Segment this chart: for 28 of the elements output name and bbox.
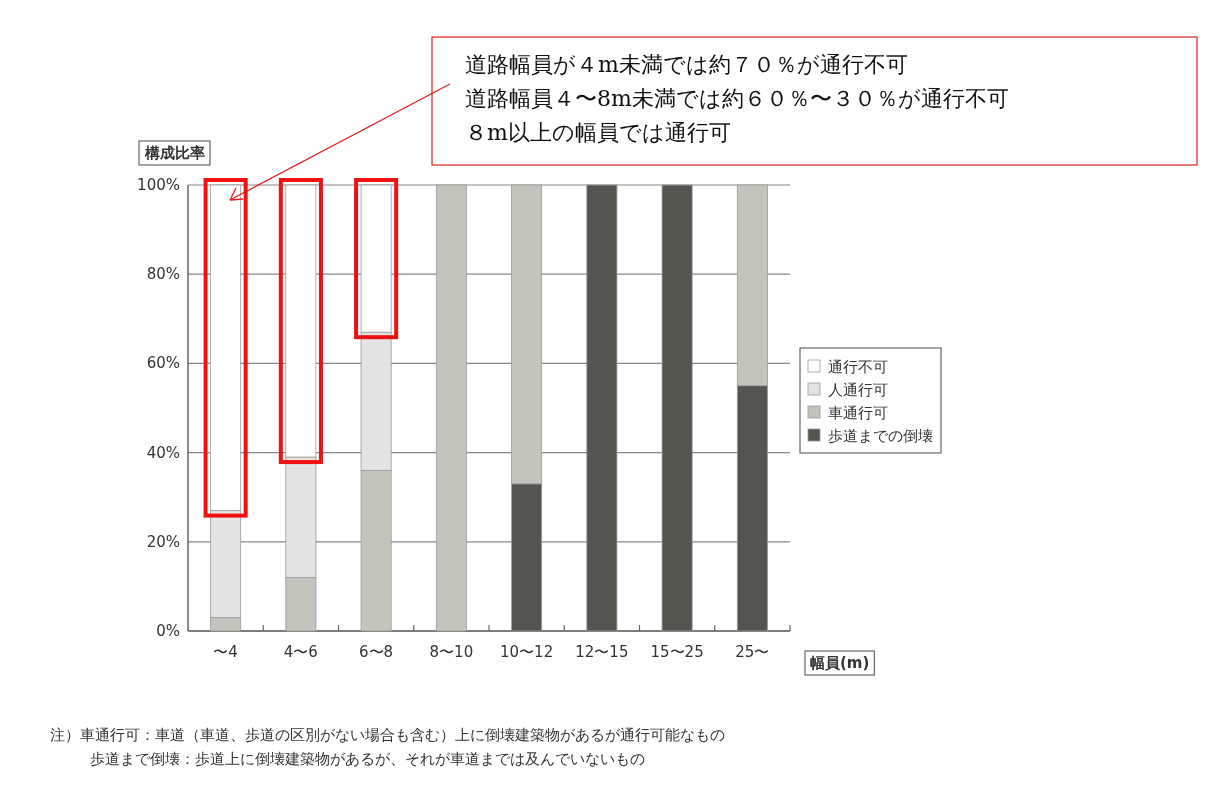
legend-label: 通行不可 (828, 358, 888, 376)
y-tick-label: 80% (146, 265, 180, 284)
legend-label: 車通行可 (828, 404, 888, 422)
x-tick-label: 12〜15 (575, 643, 629, 661)
y-tick-label: 0% (156, 622, 180, 640)
y-axis-title: 構成比率 (144, 144, 205, 162)
text: 道路幅員が４m未満では約７０％が通行不可 (465, 52, 908, 77)
x-axis-title: 幅員(m) (810, 654, 870, 672)
text: 道路幅員４〜8m未満では約６０％〜３０％が通行不可 (465, 86, 1009, 111)
x-tick-label: 4〜6 (283, 643, 318, 661)
legend-label: 人通行可 (828, 381, 888, 399)
legend-label: 歩道までの倒壊 (828, 427, 933, 445)
x-tick-label: 8〜10 (429, 643, 474, 661)
bar (661, 184, 693, 632)
x-tick-label: 〜4 (213, 643, 238, 661)
y-tick-label: 20% (146, 532, 180, 551)
x-tick-label: 25〜 (735, 643, 770, 661)
bar (586, 184, 618, 632)
x-tick-label: 6〜8 (359, 643, 394, 661)
x-tick-label: 15〜25 (650, 643, 704, 661)
text: 注）車通行可：車道（車道、歩道の区別がない場合も含む）上に倒壊建築物があるが通行可能なもの (50, 726, 725, 744)
bar (435, 184, 467, 632)
y-tick-label: 60% (146, 354, 180, 373)
text: 歩道まで倒壊：歩道上に倒壊建築物があるが、それが車道までは及んでいないもの (90, 750, 645, 768)
y-tick-label: 40% (146, 443, 180, 462)
x-tick-label: 10〜12 (500, 643, 554, 661)
text: ８m以上の幅員では通行可 (465, 120, 731, 145)
y-tick-label: 100% (137, 176, 180, 194)
